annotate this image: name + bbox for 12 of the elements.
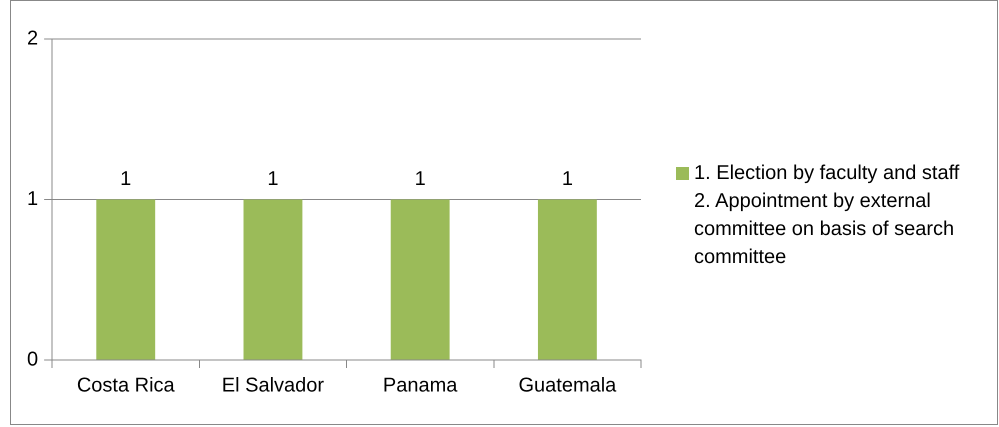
legend-label: 1. Election by faculty and staff 2. Appointment by external committee on basis of search committee [694,161,960,270]
data-label: 1 [120,168,132,190]
x-tick-label: El Salvador [222,374,324,397]
y-tick-label: 2 [27,28,38,50]
data-label: 1 [562,168,573,190]
y-tick-label: 0 [27,348,38,371]
data-label: 1 [267,168,279,190]
y-tick-label: 1 [27,188,38,210]
x-tick-label: Panama [382,374,458,397]
x-tick-label: Costa Rica [76,374,176,397]
x-tick-label: Guatemala [518,374,618,397]
data-label: 1 [414,168,426,190]
